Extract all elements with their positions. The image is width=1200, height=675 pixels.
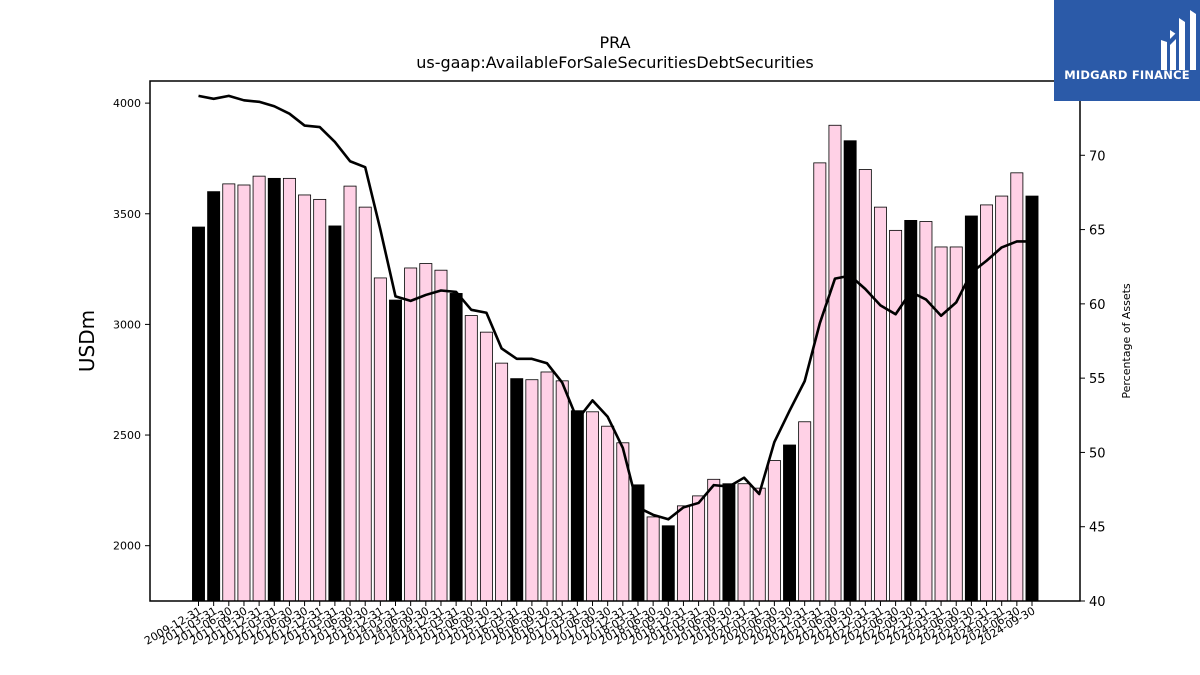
y2-axis-label: Percentage of Assets bbox=[1120, 283, 1133, 399]
logo: MIDGARD FINANCE bbox=[1054, 0, 1200, 101]
bar bbox=[282, 177, 296, 602]
bar bbox=[873, 206, 887, 602]
y-tick-label: 3500 bbox=[113, 208, 141, 221]
y2-tick-label: 50 bbox=[1089, 446, 1106, 461]
x-axis-ticks: 2009-12-312011-03-312011-06-302011-09-30… bbox=[142, 601, 1038, 648]
bar bbox=[434, 269, 448, 602]
logo-mark-icon bbox=[1161, 10, 1196, 70]
bar bbox=[358, 206, 372, 602]
bar bbox=[570, 410, 584, 602]
bar bbox=[267, 177, 281, 602]
y-tick-label: 2000 bbox=[113, 540, 141, 553]
percentage-line bbox=[198, 94, 1032, 521]
bar bbox=[389, 299, 402, 602]
bar bbox=[495, 362, 509, 602]
bar bbox=[798, 421, 812, 602]
bar bbox=[207, 191, 221, 602]
y-tick-label: 2500 bbox=[113, 429, 141, 442]
bar bbox=[510, 378, 524, 602]
y2-tick-label: 65 bbox=[1089, 224, 1106, 239]
bar bbox=[586, 411, 599, 602]
bar bbox=[404, 267, 418, 602]
bar bbox=[919, 221, 933, 602]
bar bbox=[373, 277, 387, 602]
bar bbox=[752, 487, 766, 602]
bar bbox=[722, 483, 736, 602]
bar bbox=[934, 246, 948, 602]
bar bbox=[767, 460, 781, 602]
chart-title: PRA bbox=[599, 33, 630, 52]
bar bbox=[858, 169, 872, 602]
bar bbox=[343, 185, 357, 602]
chart-subtitle: us-gaap:AvailableForSaleSecuritiesDebtSe… bbox=[416, 53, 814, 72]
bar bbox=[252, 175, 266, 602]
bar bbox=[995, 195, 1009, 602]
bar bbox=[904, 219, 918, 602]
bar bbox=[313, 198, 327, 602]
bar bbox=[222, 183, 236, 602]
bars-group bbox=[192, 124, 1039, 602]
bar bbox=[298, 194, 312, 602]
y-axis-label: USDm bbox=[75, 310, 99, 372]
bar bbox=[555, 380, 569, 602]
bar bbox=[828, 124, 842, 602]
bar bbox=[540, 371, 554, 602]
y2-tick-label: 40 bbox=[1089, 595, 1106, 610]
line-group bbox=[198, 94, 1032, 521]
bar bbox=[601, 425, 615, 602]
bar bbox=[479, 331, 493, 602]
y2-tick-label: 60 bbox=[1089, 298, 1106, 313]
y2-axis-ticks: 40 45 50 55 60 65 70 bbox=[1080, 149, 1106, 610]
bar bbox=[646, 516, 660, 602]
bar bbox=[1010, 172, 1024, 602]
bar bbox=[449, 293, 463, 602]
y2-tick-label: 70 bbox=[1089, 149, 1106, 164]
y-tick-label: 4000 bbox=[113, 97, 141, 110]
bar bbox=[419, 263, 433, 602]
bar bbox=[692, 495, 706, 602]
bar bbox=[1025, 195, 1039, 602]
bar bbox=[889, 229, 903, 602]
y2-tick-label: 45 bbox=[1089, 521, 1106, 536]
plot-frame bbox=[149, 80, 1081, 602]
bar bbox=[464, 315, 478, 602]
y-tick-label: 3000 bbox=[113, 318, 141, 331]
bar bbox=[328, 225, 342, 602]
bar bbox=[843, 140, 857, 602]
bar bbox=[525, 379, 539, 602]
bar bbox=[237, 184, 251, 602]
bar bbox=[783, 444, 796, 602]
bar bbox=[707, 478, 721, 602]
y2-tick-label: 55 bbox=[1089, 372, 1106, 387]
bar bbox=[737, 483, 751, 602]
bar bbox=[661, 525, 675, 602]
bar bbox=[192, 226, 205, 602]
bar bbox=[813, 162, 827, 602]
logo-text: MIDGARD FINANCE bbox=[1064, 68, 1190, 82]
y-axis-ticks: 2000 2500 3000 3500 4000 bbox=[113, 97, 150, 553]
bar bbox=[676, 505, 690, 602]
